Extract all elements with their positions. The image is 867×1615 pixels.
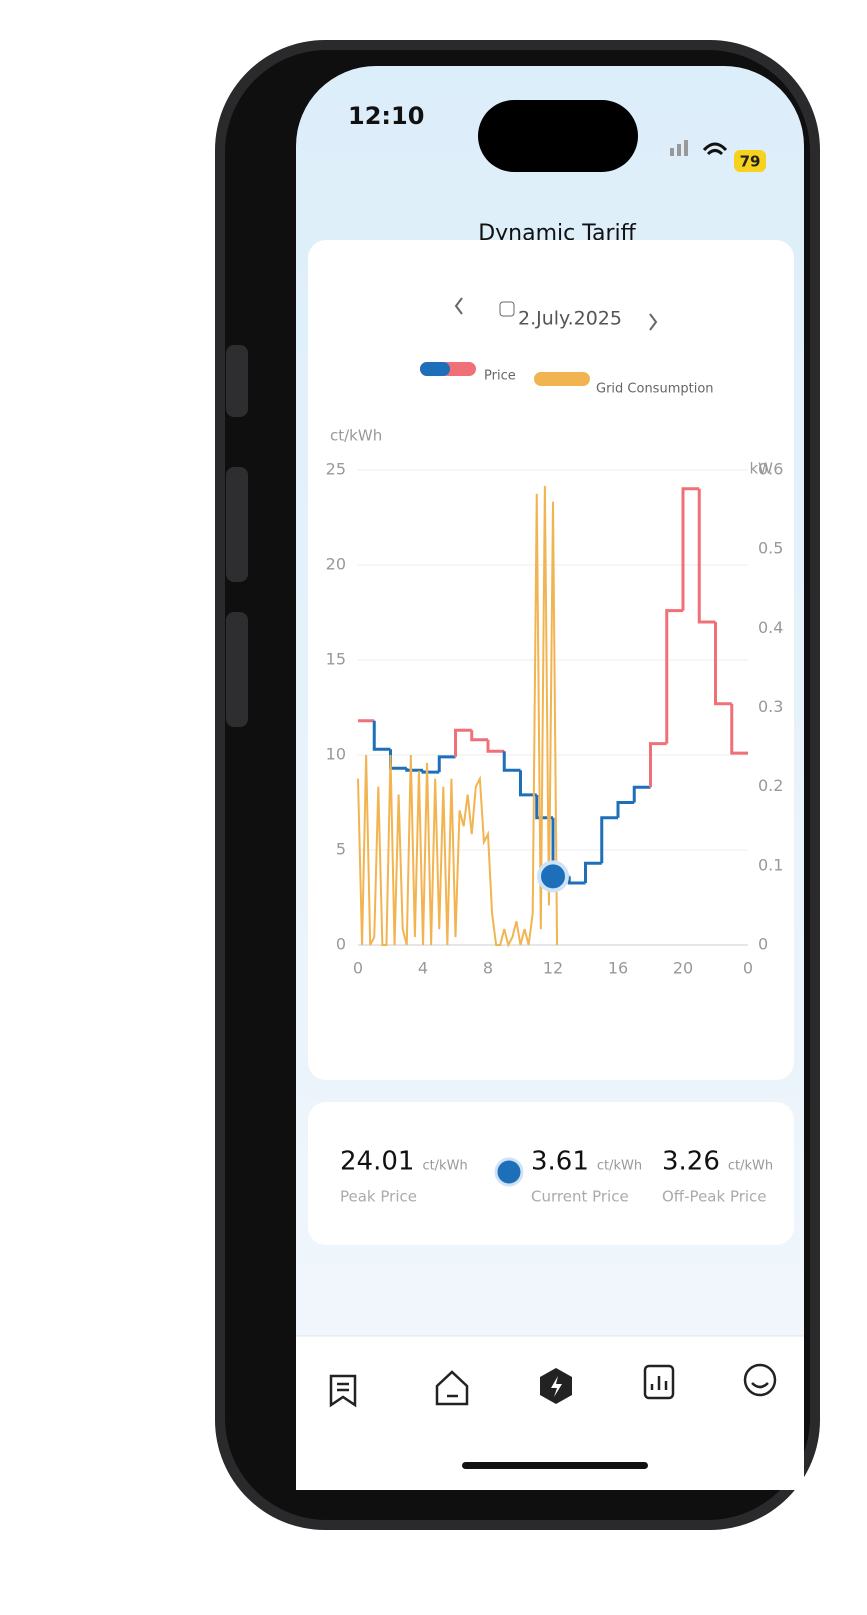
price-step xyxy=(632,785,651,803)
legend-label: Price xyxy=(484,369,516,384)
signal xyxy=(677,144,681,156)
price-step xyxy=(649,742,667,788)
y2-tick-label: 0.1 xyxy=(758,855,783,874)
price-step xyxy=(714,622,732,706)
summary-unit: ct/kWh xyxy=(728,1159,773,1174)
price-step xyxy=(584,861,602,884)
tab-icon-bars xyxy=(650,1376,668,1390)
summary-label: Current Price xyxy=(531,1188,629,1206)
tab-icon-home[interactable] xyxy=(435,1370,469,1406)
legend-swatch-price xyxy=(420,362,450,376)
consumption-line xyxy=(357,485,559,948)
price-step xyxy=(372,720,391,751)
date-label[interactable]: 2.July.2025 xyxy=(518,308,622,330)
wifi-icon xyxy=(702,142,728,156)
price-step xyxy=(486,739,505,753)
price-step xyxy=(519,770,537,797)
y-tick-label: 5 xyxy=(336,840,346,859)
price-step xyxy=(470,730,488,742)
action-button xyxy=(226,345,248,417)
y-tick-label: 0 xyxy=(336,935,346,954)
tab-icon-bolt xyxy=(551,1376,562,1397)
dynamic-island xyxy=(478,100,638,172)
legend-label: Grid Consumption xyxy=(596,382,714,397)
y-tick-label: 25 xyxy=(326,460,346,479)
price-step xyxy=(437,755,456,773)
current-icon xyxy=(494,1157,524,1187)
current-marker xyxy=(537,860,569,893)
summary-value: 3.26 xyxy=(662,1147,720,1177)
y-tick-label: 20 xyxy=(326,555,346,574)
summary-unit: ct/kWh xyxy=(422,1159,467,1174)
y2-tick-label: 0.4 xyxy=(758,618,783,637)
y2-axis-label: kW xyxy=(749,460,773,478)
x-tick-label: 16 xyxy=(608,959,628,978)
summary-value: 3.61 xyxy=(531,1147,589,1177)
y2-tick-label: 0.2 xyxy=(758,776,783,795)
price-step xyxy=(681,487,700,611)
summary: 24.01 ct/kWh Peak Price 3.61 ct/kWh Current P… xyxy=(340,1147,773,1206)
y2-tick-label: 0.6 xyxy=(758,460,783,479)
price-step xyxy=(730,703,748,755)
x-tick-label: 8 xyxy=(483,959,493,978)
volume-down xyxy=(226,612,248,727)
tab-icon-log[interactable] xyxy=(329,1374,357,1408)
price-step xyxy=(421,770,440,774)
tab-bar-bg xyxy=(296,1336,804,1490)
summary-label: Peak Price xyxy=(340,1188,417,1206)
price-step xyxy=(567,876,586,885)
x-tick-label: 12 xyxy=(543,959,563,978)
x-tick-label: 4 xyxy=(418,959,428,978)
x-tick-label: 0 xyxy=(353,959,363,978)
summary-value: 24.01 xyxy=(340,1147,414,1177)
price-step xyxy=(616,801,635,818)
y-tick-label: 10 xyxy=(326,745,346,764)
battery xyxy=(734,150,766,172)
summary-label: Off-Peak Price xyxy=(662,1188,767,1206)
x-tick-label: 20 xyxy=(673,959,693,978)
price-step xyxy=(454,728,472,757)
calendar-icon xyxy=(499,301,515,317)
y-axis-label: ct/kWh xyxy=(330,427,382,445)
battery-level: 79 xyxy=(740,153,761,171)
price-step xyxy=(405,768,423,772)
prev-day[interactable] xyxy=(454,297,463,315)
y2-tick-label: 0.3 xyxy=(758,697,783,716)
price-step xyxy=(665,609,683,744)
legend-swatch-grid xyxy=(534,372,590,386)
tab-icon-profile[interactable] xyxy=(743,1363,777,1397)
signal xyxy=(684,140,688,156)
x-tick-label: 0 xyxy=(743,959,753,978)
plot: 0 5 10 15 20 25 0 0.1 0.2 0.3 0.4 0.5 0.6 0 4 8 12 16 20 0 xyxy=(326,460,784,978)
y-tick-label: 15 xyxy=(326,650,346,669)
y2-tick-label: 0.5 xyxy=(758,539,783,558)
tab-icon-stats[interactable] xyxy=(643,1364,675,1400)
home-indicator xyxy=(462,1462,648,1469)
price-step xyxy=(697,488,716,624)
status-time: 12:10 xyxy=(348,102,424,130)
signal xyxy=(670,148,674,156)
summary-unit: ct/kWh xyxy=(597,1159,642,1174)
summary-card xyxy=(308,1102,794,1245)
volume-up xyxy=(226,467,248,582)
price-step xyxy=(600,816,618,864)
next-day[interactable] xyxy=(649,313,658,331)
tab-icon-smile xyxy=(751,1382,769,1389)
price-step xyxy=(502,751,521,772)
y2-tick-label: 0 xyxy=(758,935,768,954)
